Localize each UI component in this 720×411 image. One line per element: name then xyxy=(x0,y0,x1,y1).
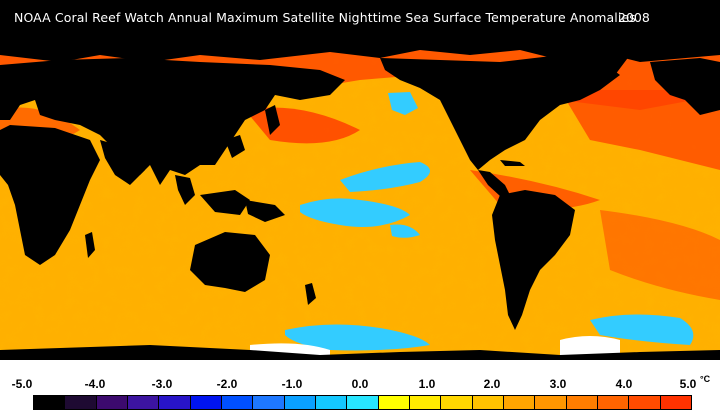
colorbar-swatch xyxy=(660,396,691,409)
colorbar-swatch xyxy=(253,396,285,409)
colorbar-swatch xyxy=(347,396,379,409)
colorbar-swatch xyxy=(159,396,191,409)
tick-label: 4.0 xyxy=(615,377,633,391)
colorbar-swatch xyxy=(221,396,254,409)
colorbar-swatch xyxy=(284,396,316,409)
colorbar-swatch xyxy=(127,396,160,409)
colorbar-swatch xyxy=(34,396,66,409)
colorbar-swatch xyxy=(597,396,630,409)
sst-anomaly-map xyxy=(0,0,720,360)
colorbar-swatch xyxy=(315,396,348,409)
colorbar-swatch xyxy=(190,396,222,409)
colorbar-swatches xyxy=(33,395,692,410)
colorbar-swatch xyxy=(629,396,661,409)
title-bar: NOAA Coral Reef Watch Annual Maximum Sat… xyxy=(0,0,720,40)
tick-label: -1.0 xyxy=(281,377,303,391)
tick-label: 2.0 xyxy=(483,377,501,391)
tick-label: -3.0 xyxy=(151,377,173,391)
tick-label: 3.0 xyxy=(549,377,567,391)
cool-anomaly-zones xyxy=(285,72,694,351)
tick-label: 5.0 xyxy=(679,377,697,391)
tick-label: 0.0 xyxy=(351,377,369,391)
map-year: 2008 xyxy=(618,10,650,25)
colorbar-legend: -5.0 -4.0 -3.0 -2.0 -1.0 0.0 1.0 2.0 3.0… xyxy=(0,360,720,411)
tick-label: 1.0 xyxy=(418,377,436,391)
colorbar-swatch xyxy=(472,396,504,409)
colorbar-swatch xyxy=(409,396,442,409)
colorbar-swatch xyxy=(503,396,536,409)
tick-label: -4.0 xyxy=(84,377,106,391)
landmasses xyxy=(0,40,720,360)
colorbar-swatch xyxy=(566,396,598,409)
unit-label: °C xyxy=(700,374,711,384)
colorbar-swatch xyxy=(441,396,473,409)
colorbar-swatch xyxy=(96,396,128,409)
colorbar-swatch xyxy=(535,396,567,409)
tick-label: -2.0 xyxy=(216,377,238,391)
tick-label: -5.0 xyxy=(11,377,33,391)
colorbar-swatch xyxy=(378,396,410,409)
map-title: NOAA Coral Reef Watch Annual Maximum Sat… xyxy=(14,10,636,25)
colorbar-swatch xyxy=(65,396,97,409)
